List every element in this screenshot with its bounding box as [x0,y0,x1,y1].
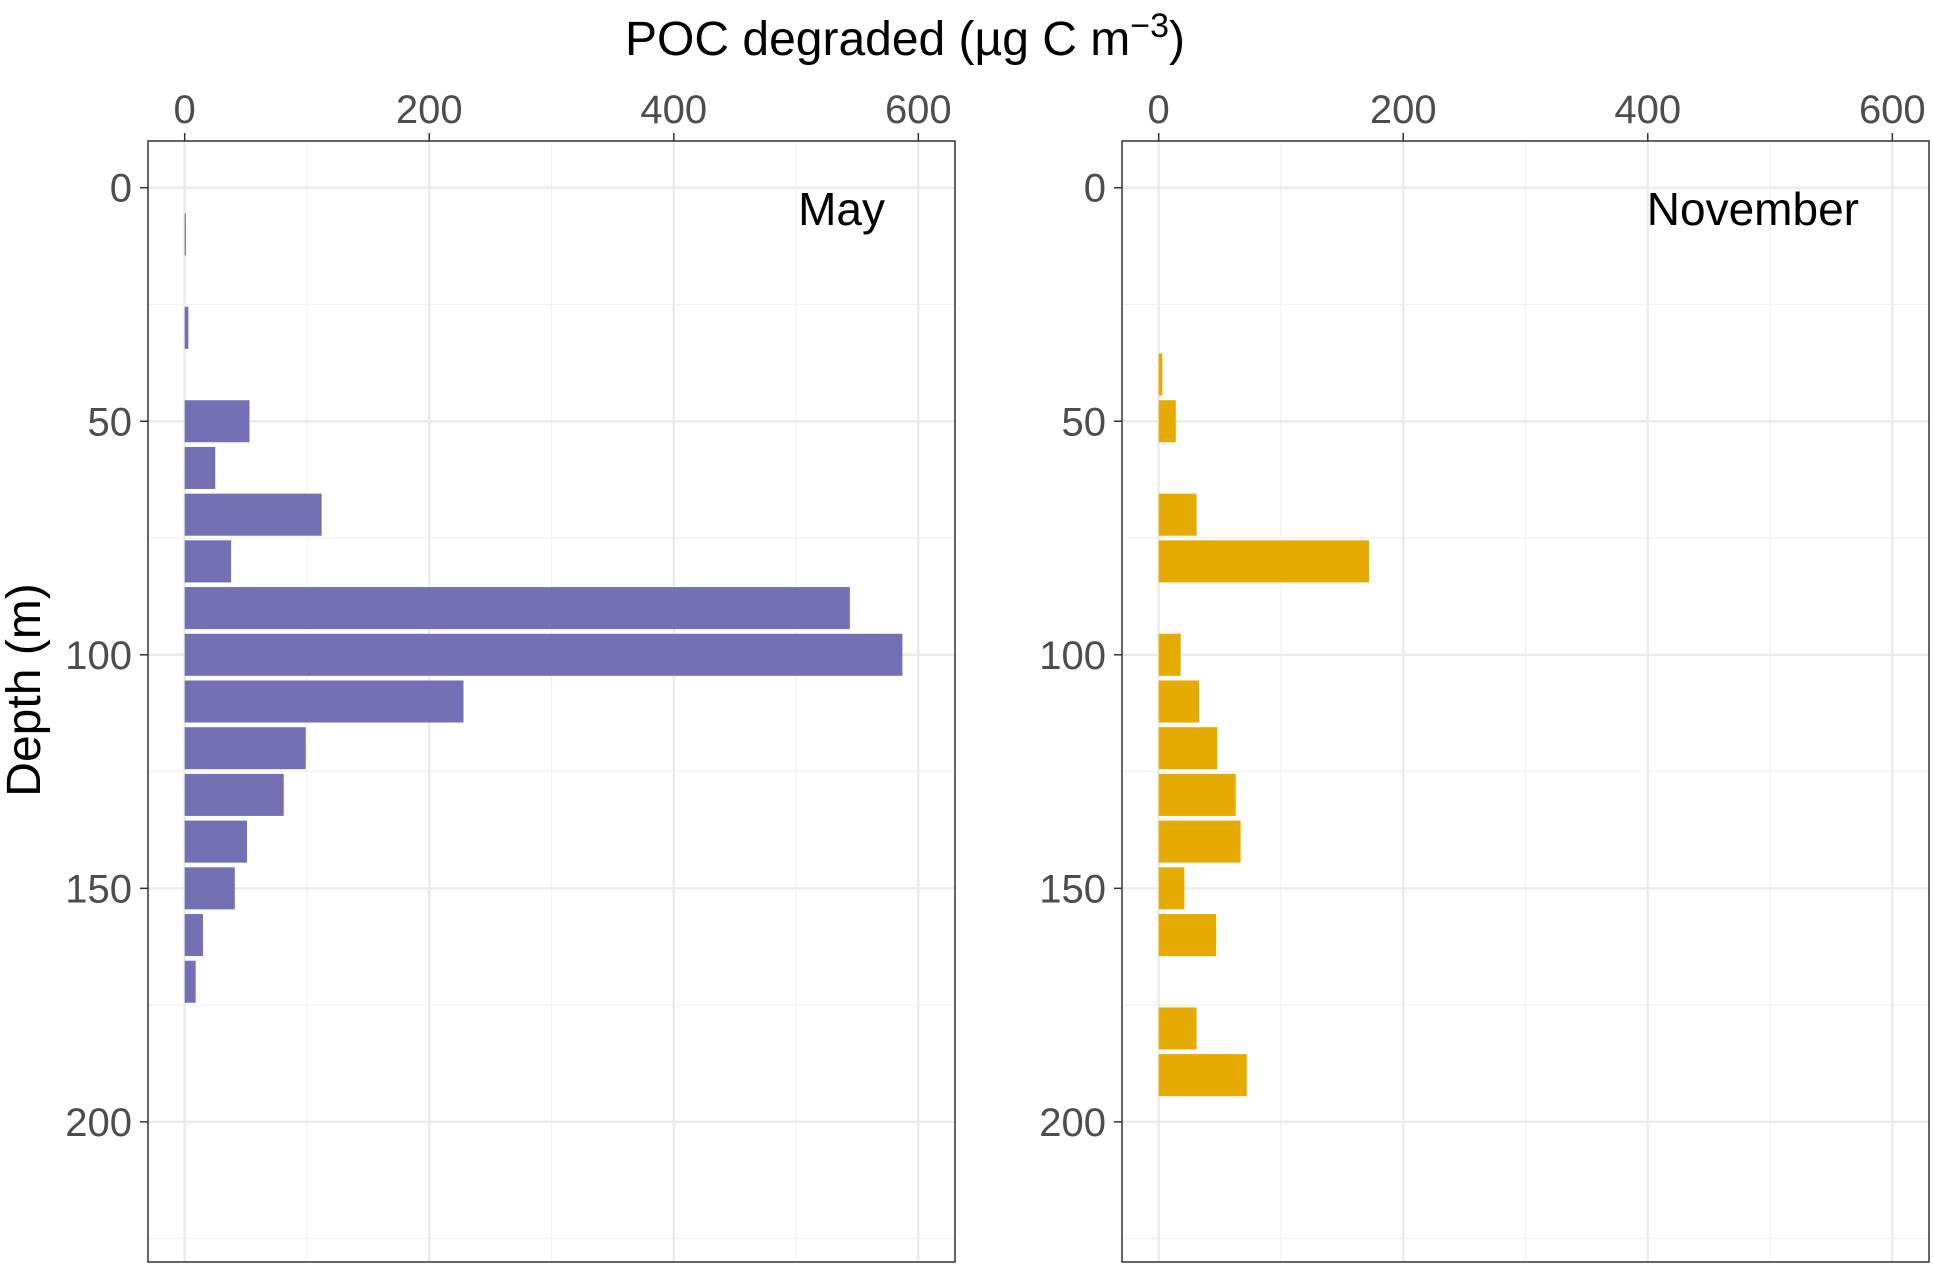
bar-depth-50[interactable] [1158,400,1176,443]
x-axis-title: POC degraded (µg C m−3) [625,7,1185,66]
bar-depth-160[interactable] [184,914,204,957]
y-tick-label: 100 [65,634,132,678]
x-tick-label: 0 [1148,88,1170,132]
y-tick-label: 150 [65,867,132,911]
y-tick-label: 100 [1039,634,1106,678]
panel-label: May [798,183,885,235]
bar-depth-60[interactable] [184,446,216,489]
panels: 0 200 400 600 0 50 100 150 200 May 0 200 400 600 0 50 10… [65,88,1930,1263]
bar-depth-100[interactable] [184,633,903,676]
bar-depth-180[interactable] [1158,1007,1197,1050]
x-tick-label: 400 [640,88,707,132]
x-tick-label: 200 [396,88,463,132]
bar-depth-100[interactable] [1158,633,1181,676]
bar-depth-160[interactable] [1158,914,1217,957]
bar-depth-70[interactable] [184,493,322,536]
panel-border [1121,140,1930,1263]
y-tick-label: 0 [1084,167,1106,211]
bar-depth-110[interactable] [184,680,464,723]
y-tick-label: 200 [1039,1101,1106,1145]
panel-may: 0 200 400 600 0 50 100 150 200 May [65,88,956,1263]
bar-depth-120[interactable] [184,727,306,770]
bar-depth-40[interactable] [1158,353,1163,396]
bar-depth-80[interactable] [184,540,232,583]
bar-depth-120[interactable] [1158,727,1218,770]
y-tick-label: 50 [1062,400,1107,444]
y-tick-label: 50 [88,400,133,444]
bar-depth-140[interactable] [184,820,248,863]
bar-depth-150[interactable] [1158,867,1185,910]
x-tick-label: 200 [1370,88,1437,132]
bar-depth-130[interactable] [184,773,284,816]
bar-depth-190[interactable] [1158,1054,1247,1097]
bar-depth-30[interactable] [184,306,189,349]
bar-depth-130[interactable] [1158,773,1236,816]
panel-border [147,140,956,1263]
x-axis-title-close: ) [1169,13,1185,66]
y-tick-label: 0 [110,167,132,211]
bar-depth-110[interactable] [1158,680,1200,723]
bar-depth-80[interactable] [1158,540,1369,583]
x-tick-label: 600 [1859,88,1926,132]
bar-depth-170[interactable] [184,960,196,1003]
y-tick-label: 200 [65,1101,132,1145]
x-axis-title-superscript: −3 [1130,7,1169,45]
bar-depth-140[interactable] [1158,820,1241,863]
bar-depth-50[interactable] [184,400,250,443]
x-axis-title-main: POC degraded (µg C m [625,13,1130,66]
bar-depth-90[interactable] [184,587,850,630]
bar-depth-70[interactable] [1158,493,1197,536]
panel-november: 0 200 400 600 0 50 100 150 200 November [1039,88,1930,1263]
y-tick-label: 150 [1039,867,1106,911]
panel-label: November [1647,183,1859,235]
bar-depth-10[interactable] [184,213,186,256]
bar-depth-150[interactable] [184,867,235,910]
x-tick-label: 600 [885,88,952,132]
x-tick-label: 400 [1614,88,1681,132]
x-tick-label: 0 [174,88,196,132]
y-axis-title: Depth (m) [0,583,51,796]
